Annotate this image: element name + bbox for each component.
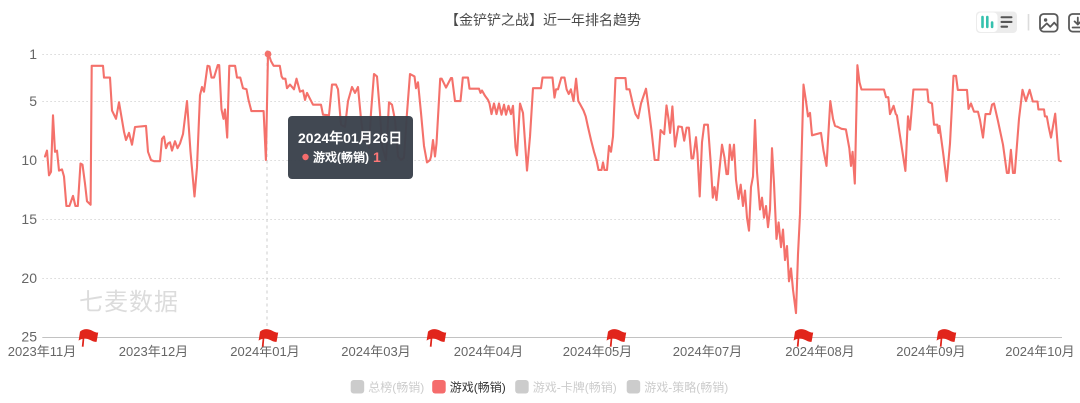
svg-text:游戏-策略(畅销): 游戏-策略(畅销) — [644, 380, 728, 395]
svg-text:5: 5 — [29, 93, 37, 109]
svg-text:15: 15 — [21, 211, 37, 227]
svg-text:1: 1 — [29, 46, 37, 62]
svg-text:2023年11月: 2023年11月 — [8, 344, 76, 359]
svg-text:七麦数据: 七麦数据 — [79, 289, 179, 316]
svg-text:20: 20 — [21, 270, 37, 286]
svg-text:2024年05月: 2024年05月 — [563, 344, 632, 359]
svg-text:2024年01月: 2024年01月 — [230, 344, 299, 359]
svg-text:2024年09月: 2024年09月 — [896, 344, 965, 359]
svg-text:游戏-卡牌(畅销): 游戏-卡牌(畅销) — [533, 381, 617, 395]
svg-text:总榜(畅销): 总榜(畅销) — [368, 380, 424, 395]
svg-text:2024年07月: 2024年07月 — [673, 344, 742, 359]
svg-text:2023年12月: 2023年12月 — [119, 344, 188, 359]
svg-text:2024年01月26日: 2024年01月26日 — [298, 130, 402, 146]
svg-text:【金铲铲之战】近一年排名趋势: 【金铲铲之战】近一年排名趋势 — [445, 12, 641, 28]
svg-text:2024年03月: 2024年03月 — [341, 344, 410, 359]
svg-text:2024年08月: 2024年08月 — [785, 344, 854, 359]
svg-text:2024年10月: 2024年10月 — [1005, 344, 1074, 359]
svg-text:1: 1 — [373, 149, 381, 165]
svg-text:10: 10 — [21, 152, 37, 168]
svg-text:25: 25 — [21, 329, 37, 345]
svg-text:2024年04月: 2024年04月 — [454, 344, 523, 359]
svg-text:游戏(畅销): 游戏(畅销) — [450, 381, 506, 395]
svg-text:游戏(畅销): 游戏(畅销) — [313, 150, 369, 165]
